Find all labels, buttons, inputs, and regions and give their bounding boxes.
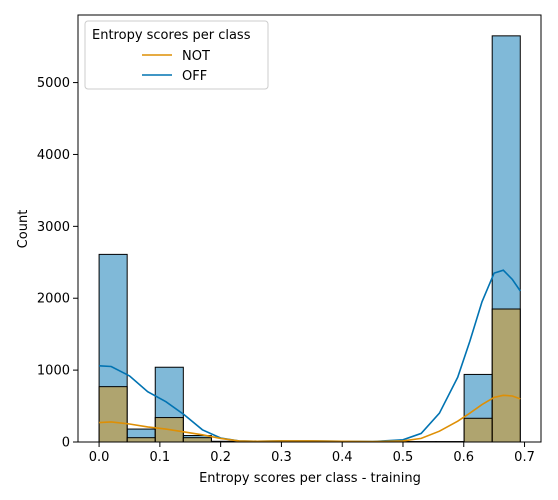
x-axis-label: Entropy scores per class - training (199, 471, 421, 486)
y-tick-label: 2000 (37, 292, 70, 307)
x-tick-label: 0.6 (453, 450, 474, 465)
legend-box (84, 20, 269, 90)
not-bar-13 (463, 417, 493, 443)
x-tick-label: 0.1 (150, 450, 171, 465)
y-axis: 0 1000 2000 3000 4000 5000 (37, 76, 78, 451)
x-tick-label: 0.7 (514, 450, 535, 465)
y-tick-label: 3000 (37, 220, 70, 235)
not-bar-3 (182, 437, 212, 443)
not-bar-14 (491, 308, 521, 443)
y-tick-label: 1000 (37, 364, 70, 379)
not-bar-1 (126, 437, 156, 443)
x-tick-label: 0.5 (393, 450, 414, 465)
not-bars-group (98, 308, 521, 443)
x-tick-label: 0.2 (210, 450, 231, 465)
legend-title: Entropy scores per class (92, 28, 251, 43)
plot-area-frame (77, 14, 542, 443)
y-tick-label: 0 (62, 436, 70, 451)
off-bars-group (98, 35, 521, 443)
x-tick-label: 0.3 (271, 450, 292, 465)
not-bar-0 (98, 386, 128, 443)
kde-lines-group (99, 269, 521, 443)
legend-entry-not: NOT (182, 49, 210, 64)
y-tick-label: 5000 (37, 76, 70, 91)
y-axis-label: Count (16, 210, 31, 249)
x-tick-label: 0.0 (89, 450, 110, 465)
x-axis: 0.0 0.1 0.2 0.3 0.4 0.5 0.6 0.7 (89, 442, 535, 465)
not-kde-line (99, 394, 521, 443)
legend: Entropy scores per class NOT OFF (84, 20, 269, 90)
legend-entry-off: OFF (182, 69, 207, 84)
y-tick-label: 4000 (37, 148, 70, 163)
x-tick-label: 0.4 (332, 450, 353, 465)
